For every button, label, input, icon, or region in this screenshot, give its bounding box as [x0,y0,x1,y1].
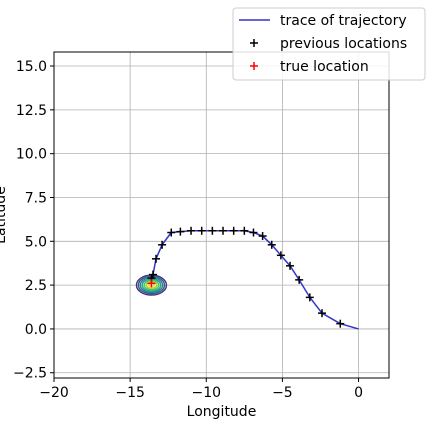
previous-location-marker [152,254,161,263]
markers-group [147,226,345,328]
previous-location-marker [187,226,196,235]
x-tick-label: −15 [115,385,145,401]
legend-box [232,7,426,81]
previous-location-marker [249,228,258,237]
previous-location-marker [276,251,285,260]
plot-frame [53,51,390,379]
x-axis-label: Longitude [187,404,257,420]
y-tick-label: 7.5 [25,190,47,206]
previous-location-marker [336,319,345,328]
previous-location-marker [158,240,167,249]
trajectory-line-group [150,230,359,330]
grid [53,52,389,378]
legend-label: previous locations [280,36,407,52]
previous-location-marker [295,275,304,284]
true-location-marker [147,279,156,288]
previous-location-marker [318,309,326,318]
previous-location-marker [176,227,185,236]
previous-location-marker [167,228,176,237]
previous-location-marker [208,226,217,235]
previous-location-marker [219,226,228,235]
previous-location-marker [148,270,157,279]
y-tick-label: 10.0 [16,147,47,163]
y-tick-label: 0.0 [25,322,47,338]
y-tick-label: 15.0 [16,59,47,75]
legend-symbol [250,39,258,47]
legend-symbol [250,62,258,70]
y-tick-label: 12.5 [16,103,47,119]
x-axis-ticks: −20 −15 −10 −5 0 [39,378,363,401]
legend: trace of trajectory previous locations tru… [232,7,426,81]
previous-location-marker [240,226,249,235]
y-axis-label: Latitude [0,186,9,244]
x-tick-label: −5 [272,385,293,401]
previous-location-marker [229,226,238,235]
x-tick-label: −10 [191,385,221,401]
previous-location-marker [197,226,206,235]
x-tick-label: 0 [354,385,363,401]
previous-location-marker [286,261,295,270]
trajectory-line [150,230,359,330]
legend-label: trace of trajectory [280,13,407,29]
previous-location-marker [305,293,314,302]
y-tick-label: −2.5 [13,366,47,382]
previous-location-marker [267,240,276,249]
y-tick-label: 5.0 [25,234,47,250]
legend-label: true location [280,59,369,75]
previous-location-marker [258,232,267,241]
y-axis-ticks: −2.5 0.0 2.5 5.0 7.5 10.0 12.5 15.0 [13,59,54,382]
y-tick-label: 2.5 [25,278,47,294]
x-tick-label: −20 [39,385,69,401]
